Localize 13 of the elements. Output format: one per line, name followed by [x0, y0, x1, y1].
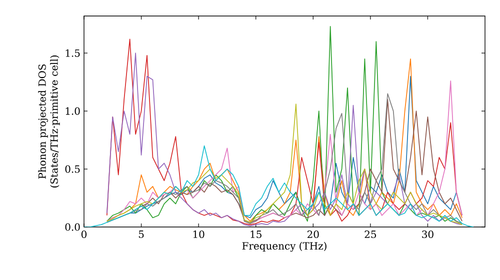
y-tick-label: 1.5 — [66, 49, 80, 57]
x-tick-label: 25 — [364, 230, 376, 238]
x-tick-label: 10 — [193, 230, 204, 238]
x-tick-label: 15 — [250, 230, 262, 238]
x-axis-title: Frequency (THz) — [242, 242, 326, 252]
x-tick-label: 0 — [81, 230, 87, 238]
x-tick-label: 5 — [138, 230, 144, 238]
y-axis-title: Phonon projected DOS (States/THz·primitive cell) — [38, 56, 60, 188]
y-tick-label: 1.0 — [66, 107, 80, 115]
y-tick-label: 0.0 — [65, 223, 80, 231]
y-tick-label: 0.5 — [65, 165, 80, 173]
x-tick-label: 30 — [422, 230, 434, 238]
x-tick-label: 20 — [307, 230, 319, 238]
